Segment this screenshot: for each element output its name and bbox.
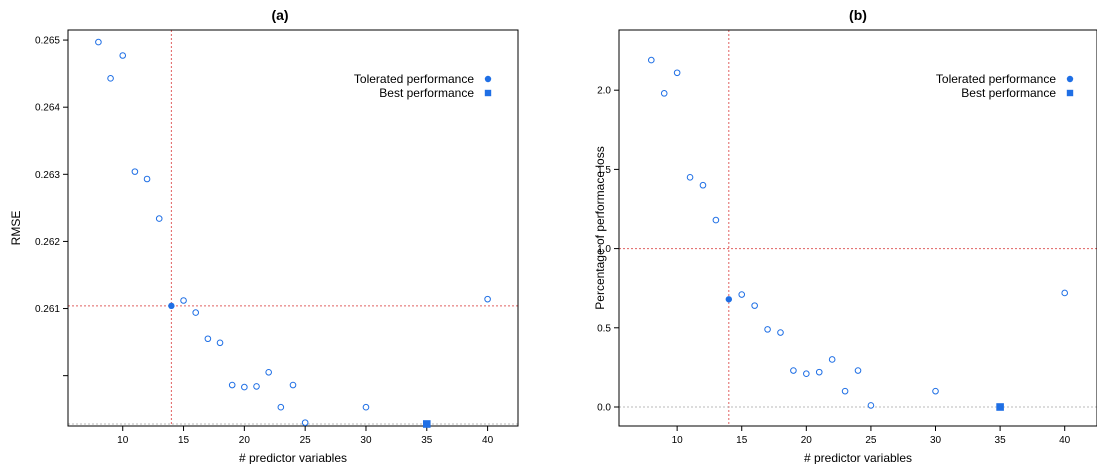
data-point — [192, 309, 200, 316]
y-tick-label: 0.265 — [35, 36, 60, 47]
data-point — [841, 387, 849, 395]
data-point — [241, 383, 248, 391]
x-tick-label: 35 — [995, 435, 1007, 446]
data-point — [277, 403, 285, 411]
data-point — [712, 216, 720, 224]
x-tick-label: 15 — [178, 435, 190, 446]
legend-marker-circle — [484, 75, 492, 83]
data-point — [180, 297, 187, 304]
x-axis-label: # predictor variables — [804, 451, 912, 464]
data-point — [932, 387, 939, 395]
x-tick-label: 10 — [117, 435, 129, 446]
data-point — [815, 368, 823, 376]
data-point — [484, 295, 491, 303]
x-tick-label: 20 — [801, 435, 813, 446]
y-axis-label: Percentage of performace loss — [593, 146, 607, 309]
y-tick-label: 0.261 — [35, 304, 60, 315]
chart-panel-a: (a) 10 15 20 25 30 35 40 0.261 0.262 0.263 0.264 0.2… — [9, 7, 519, 465]
data-point — [699, 181, 707, 189]
x-tick-label: 30 — [930, 435, 942, 446]
data-point — [107, 75, 114, 82]
data-point — [216, 339, 224, 347]
chart-panel-b: (b) 10 15 20 25 30 35 40 0.0 0.5 1.0 1.5 2.0 # predic… — [593, 7, 1097, 465]
x-tick-label: 35 — [421, 435, 433, 446]
y-tick-label: 1.0 — [597, 244, 611, 255]
data-point — [867, 402, 875, 409]
data-point — [228, 381, 236, 389]
data-point — [803, 370, 810, 378]
legend-label: Best performance — [379, 86, 474, 100]
data-point — [265, 369, 272, 376]
plot-frame — [67, 29, 519, 427]
x-tick-label: 20 — [239, 435, 251, 446]
data-point — [764, 326, 771, 333]
data-point — [119, 52, 127, 59]
legend-marker-square — [484, 89, 492, 97]
x-tick-label: 25 — [865, 435, 877, 446]
data-point — [751, 302, 758, 309]
data-point — [647, 56, 655, 64]
x-tick-label: 10 — [672, 435, 684, 446]
legend-label: Tolerated performance — [936, 72, 1056, 86]
x-tick-label: 40 — [482, 435, 494, 446]
tolerated-point — [725, 296, 733, 303]
data-point — [253, 383, 260, 390]
data-point — [204, 335, 212, 343]
legend-label: Tolerated performance — [354, 72, 474, 86]
data-point — [790, 367, 797, 374]
x-tick-label: 15 — [736, 435, 748, 446]
best-point — [996, 403, 1004, 411]
data-point — [289, 381, 297, 389]
data-point — [1061, 289, 1069, 297]
y-tick-label: 0.5 — [597, 323, 611, 334]
x-tick-label: 25 — [300, 435, 312, 446]
y-tick-label: 0.262 — [35, 237, 60, 248]
data-point — [143, 175, 151, 183]
x-tick-label: 30 — [360, 435, 372, 446]
y-tick-label: 0.0 — [597, 402, 611, 413]
data-point — [828, 356, 836, 363]
plot-frame — [618, 29, 1097, 427]
legend-marker-square — [1066, 89, 1074, 97]
data-point — [301, 419, 309, 426]
chart-title: (b) — [849, 7, 867, 23]
y-tick-label: 0.264 — [35, 103, 60, 114]
best-point — [422, 420, 431, 428]
legend-marker-circle — [1066, 75, 1074, 83]
data-point — [660, 90, 668, 97]
x-tick-label: 40 — [1059, 435, 1071, 446]
data-point — [131, 168, 139, 175]
y-tick-label: 0.263 — [35, 170, 60, 181]
data-point — [155, 215, 163, 222]
y-tick-label: 1.5 — [597, 165, 611, 176]
tolerated-point — [168, 302, 175, 310]
data-point — [362, 403, 370, 411]
data-point — [777, 329, 784, 336]
data-point — [854, 367, 862, 374]
data-point — [738, 291, 746, 298]
legend-label: Best performance — [961, 86, 1056, 100]
data-point — [686, 174, 694, 181]
data-point — [673, 69, 681, 77]
x-axis-label: # predictor variables — [239, 451, 347, 464]
chart-title: (a) — [271, 7, 288, 23]
y-axis-label: RMSE — [9, 211, 23, 246]
y-tick-label: 2.0 — [597, 86, 611, 97]
data-point — [95, 38, 102, 46]
